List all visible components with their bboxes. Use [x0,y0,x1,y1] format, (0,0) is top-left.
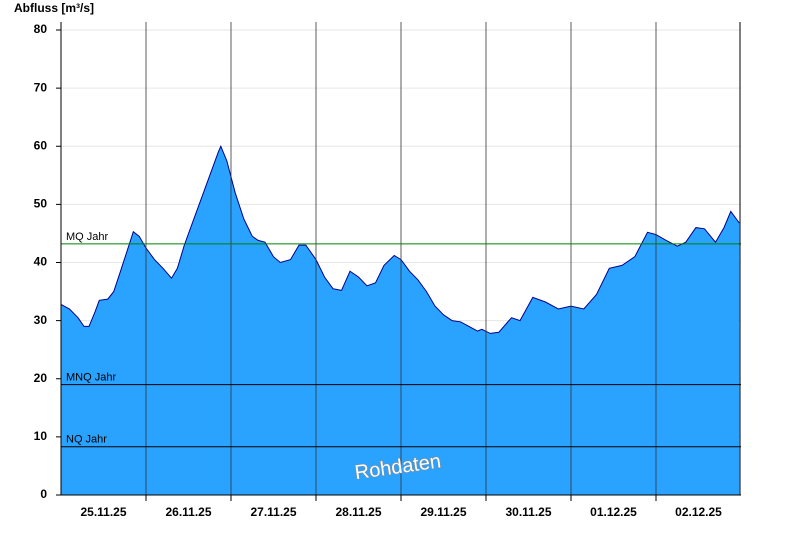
x-tick-label: 26.11.25 [165,505,211,519]
y-tick-label: 30 [34,313,48,327]
x-tick-label: 30.11.25 [505,505,551,519]
area-line [60,145,740,334]
y-tick-label: 0 [40,487,47,501]
y-tick-label: 20 [34,371,48,385]
x-tick-label: 29.11.25 [420,505,466,519]
y-tick-label: 60 [34,138,48,152]
area [61,146,740,496]
y-tick-label: 40 [34,255,48,269]
chart-title: Abfluss [m³/s] [14,1,94,15]
y-tick-label: 70 [34,80,48,94]
x-tick-label: 01.12.25 [590,505,637,519]
y-tick-label: 10 [34,429,48,443]
x-tick-label: 02.12.25 [675,505,722,519]
reference-label: MNQ Jahr [66,371,116,383]
x-tick-label: 27.11.25 [250,505,296,519]
x-tick-label: 25.11.25 [80,505,126,519]
reference-label: MQ Jahr [66,231,109,243]
y-tick-label: 80 [34,22,48,36]
x-tick-label: 28.11.25 [335,505,381,519]
reference-label: NQ Jahr [66,434,107,446]
y-tick-label: 50 [34,197,48,211]
